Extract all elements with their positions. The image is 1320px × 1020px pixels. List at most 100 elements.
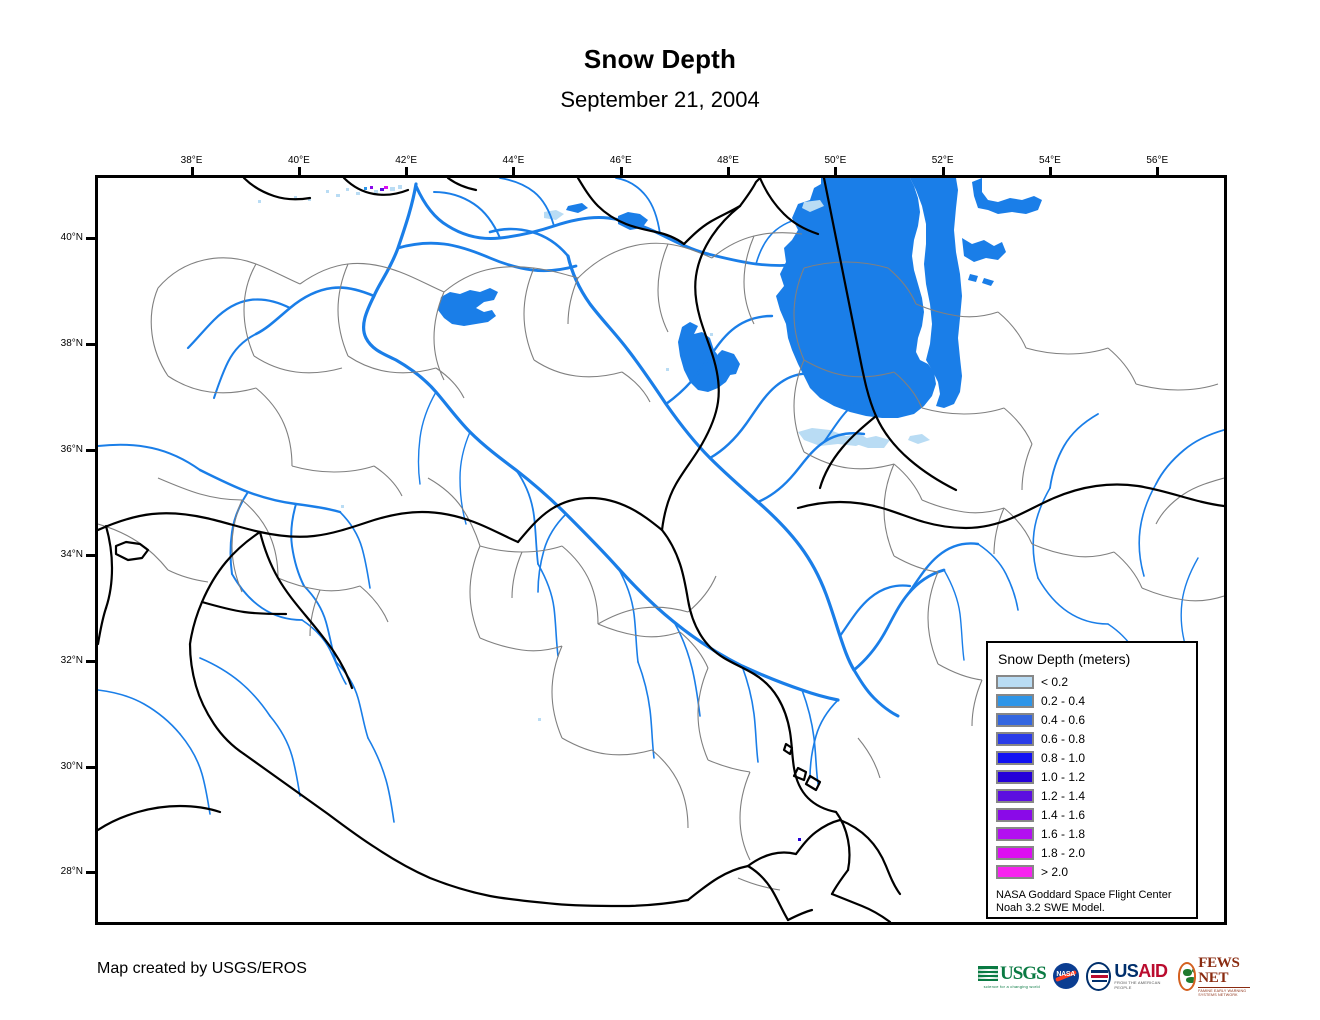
border-turkey-iran bbox=[660, 204, 742, 532]
usaid-seal-icon bbox=[1085, 961, 1112, 991]
river-iran-d bbox=[1138, 483, 1157, 577]
fewsnet-logo: FEWS NET FAMINE EARLY WARNING SYSTEMS NE… bbox=[1177, 954, 1250, 997]
legend-label: 1.4 - 1.6 bbox=[1041, 807, 1086, 822]
lon-tick-mark bbox=[190, 167, 194, 176]
river-karasu bbox=[396, 241, 578, 273]
legend-item[interactable]: > 2.0 bbox=[996, 862, 1188, 881]
legend-item[interactable]: < 0.2 bbox=[996, 672, 1188, 691]
river-wadi-o bbox=[741, 665, 759, 763]
small-lake-north bbox=[566, 203, 588, 213]
legend-item[interactable]: 0.4 - 0.6 bbox=[996, 710, 1188, 729]
lon-tick-mark bbox=[1048, 167, 1052, 176]
legend-item[interactable]: 1.6 - 1.8 bbox=[996, 824, 1188, 843]
caspian-sea-speck-b bbox=[982, 278, 994, 286]
snow-pixel bbox=[336, 194, 340, 197]
river-turkey-n1 bbox=[433, 191, 501, 239]
river-balikh bbox=[290, 503, 305, 587]
legend-item[interactable]: 0.8 - 1.0 bbox=[996, 748, 1188, 767]
coast-arabia-gulf-2 bbox=[786, 908, 814, 922]
snow-pixel bbox=[538, 718, 541, 721]
coast-black-sea-3 bbox=[446, 178, 478, 192]
map-frame[interactable] bbox=[95, 175, 1227, 925]
snow-pixel bbox=[341, 505, 344, 508]
legend-item[interactable]: 1.4 - 1.6 bbox=[996, 805, 1188, 824]
border-iraq-saudi-2 bbox=[686, 864, 750, 902]
legend-label: 0.6 - 0.8 bbox=[1041, 731, 1086, 746]
river-iran-h bbox=[977, 543, 1019, 611]
usgs-mark-icon bbox=[978, 965, 998, 981]
admin-boundaries-layer bbox=[98, 232, 1224, 891]
page-title: Snow Depth bbox=[583, 44, 737, 74]
river-lower-eup-a bbox=[537, 513, 567, 593]
fewsnet-rule bbox=[1198, 986, 1250, 988]
coast-gulf-island-c bbox=[782, 742, 794, 756]
legend-swatch bbox=[996, 826, 1034, 841]
lon-tick-label: 38°E bbox=[180, 155, 203, 166]
legend-label: 1.0 - 1.2 bbox=[1041, 769, 1086, 784]
river-karkheh bbox=[838, 584, 912, 638]
snow-pixel bbox=[666, 368, 669, 371]
usaid-word-aid: AID bbox=[1138, 961, 1168, 981]
legend-swatch bbox=[996, 750, 1034, 765]
coast-gulf-island-b bbox=[804, 774, 822, 792]
border-iraq-kuwait bbox=[746, 851, 798, 868]
usgs-tagline: science for a changing world bbox=[983, 983, 1040, 989]
usgs-wordmark: USGS bbox=[1000, 962, 1047, 984]
border-turkey-iran-n bbox=[738, 178, 762, 208]
fewsnet-wordmark: FEWS NET bbox=[1198, 954, 1240, 986]
snow-pixel bbox=[384, 186, 388, 189]
lon-tick-mark bbox=[405, 167, 409, 176]
river-karun bbox=[852, 568, 946, 672]
legend-swatch bbox=[996, 674, 1034, 689]
legend-item[interactable]: 1.2 - 1.4 bbox=[996, 786, 1188, 805]
map-legend[interactable]: Snow Depth (meters) < 0.2 0.2 - 0.4 0.4 - … bbox=[986, 641, 1198, 919]
lat-tick-mark bbox=[86, 554, 95, 558]
river-wadi-q bbox=[459, 431, 471, 525]
border-jordan-saudi bbox=[188, 642, 246, 756]
coast-iran-gulf bbox=[830, 892, 892, 922]
legend-item[interactable]: 1.0 - 1.2 bbox=[996, 767, 1188, 786]
lon-tick-label: 44°E bbox=[502, 155, 525, 166]
river-lesser-zab bbox=[708, 372, 818, 460]
lat-tick-label: 30°N bbox=[60, 760, 83, 772]
river-iran-b bbox=[1155, 429, 1224, 485]
river-wadi-r bbox=[417, 391, 437, 485]
caspian-sea-speck-a bbox=[968, 274, 978, 282]
border-jordan-iraq bbox=[200, 600, 288, 616]
border-turkey-south bbox=[98, 510, 520, 544]
lat-tick-label: 34°N bbox=[60, 549, 83, 561]
logo-strip: USGS science for a changing world NASA U… bbox=[978, 955, 1250, 997]
river-west-trib-4 bbox=[98, 443, 201, 471]
lat-tick-mark bbox=[86, 343, 95, 346]
usaid-word-us: US bbox=[1114, 961, 1139, 981]
snow-pixel bbox=[390, 187, 395, 191]
lake-van bbox=[438, 288, 498, 326]
legend-item[interactable]: 1.8 - 2.0 bbox=[996, 843, 1188, 862]
lon-tick-mark bbox=[834, 167, 838, 176]
legend-label: 0.2 - 0.4 bbox=[1041, 693, 1086, 708]
fewsnet-globe-icon bbox=[1177, 961, 1197, 991]
nasa-logo: NASA bbox=[1052, 959, 1079, 993]
lon-tick-mark bbox=[727, 167, 731, 176]
usaid-logo: USAID FROM THE AMERICAN PEOPLE bbox=[1085, 959, 1171, 993]
lon-tick-mark bbox=[297, 167, 301, 176]
border-armenia bbox=[682, 204, 742, 246]
coast-black-sea-2 bbox=[342, 178, 410, 196]
legend-item[interactable]: 0.6 - 0.8 bbox=[996, 729, 1188, 748]
snow-pixel bbox=[308, 198, 311, 201]
lat-tick-mark bbox=[86, 765, 95, 769]
legend-label: 1.8 - 2.0 bbox=[1041, 845, 1086, 860]
map-canvas[interactable] bbox=[98, 178, 1224, 922]
legend-label: 1.6 - 1.8 bbox=[1041, 826, 1086, 841]
legend-label: 0.8 - 1.0 bbox=[1041, 750, 1086, 765]
river-wadi-n bbox=[673, 621, 701, 717]
legend-credit-line-1: NASA Goddard Space Flight Center bbox=[996, 889, 1172, 901]
snow-pixel bbox=[398, 185, 402, 189]
lat-tick-label: 28°N bbox=[60, 866, 83, 878]
lake-urmia-east-lobe bbox=[716, 350, 740, 376]
snow-pixel bbox=[798, 838, 801, 841]
snow-pixel bbox=[370, 186, 373, 189]
border-turkey-north bbox=[576, 178, 686, 246]
legend-item[interactable]: 0.2 - 0.4 bbox=[996, 691, 1188, 710]
river-tigris bbox=[566, 254, 856, 672]
